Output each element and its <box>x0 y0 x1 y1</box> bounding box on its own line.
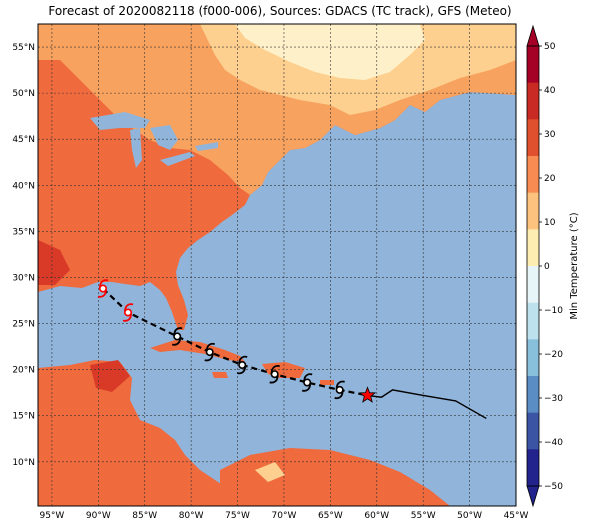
colorbar-segment <box>527 449 539 487</box>
colorbar-top-arrow <box>526 24 540 47</box>
current-position-star-icon <box>358 386 377 403</box>
lon-tick-label: 45°W <box>504 511 529 521</box>
colorbar-tick-label: −50 <box>544 482 563 492</box>
storm-forecast-icon <box>334 380 345 400</box>
south-america-mild <box>255 462 285 482</box>
colorbar-tick-label: 40 <box>544 86 556 96</box>
colorbar-segment <box>527 266 539 304</box>
colorbar-tick-label: 0 <box>544 262 550 272</box>
storm-forecast-icon <box>171 327 183 346</box>
lon-tick-label: 55°W <box>411 511 436 521</box>
lon-tick-label: 85°W <box>132 511 157 521</box>
colorbar-segment <box>527 302 539 340</box>
colorbar-segment <box>527 339 539 377</box>
storm-forecast-icon <box>204 342 215 362</box>
colorbar-tick-label: 10 <box>544 218 556 228</box>
lon-tick-label: 80°W <box>179 511 204 521</box>
storm-past-icon <box>122 303 134 322</box>
lat-tick-label: 10°N <box>12 458 35 468</box>
storm-track <box>97 279 487 420</box>
lon-tick-label: 75°W <box>225 511 250 521</box>
lat-tick-label: 25°N <box>12 320 35 330</box>
colorbar-tick-label: −20 <box>544 350 563 360</box>
gulf-coast-hot <box>38 240 70 285</box>
storm-past-icon <box>97 279 109 298</box>
lon-tick-label: 65°W <box>318 511 343 521</box>
lon-tick-label: 90°W <box>86 511 111 521</box>
map-area <box>38 24 516 506</box>
storm-forecast-icon <box>269 364 280 384</box>
colorbar-segment <box>527 229 539 267</box>
lat-tick-label: 15°N <box>12 412 35 422</box>
colorbar-tick-label: −10 <box>544 306 563 316</box>
latitude-tick-labels: 10°N 15°N 20°N 25°N 30°N 35°N 40°N 45°N 50°N 55°N <box>12 43 35 468</box>
forecast-track-line <box>367 389 487 420</box>
colorbar: 50 40 30 20 10 0 −10 −20 −30 −40 −50 Min Temperatur… <box>526 24 580 508</box>
lat-tick-label: 30°N <box>12 273 35 283</box>
lat-tick-label: 55°N <box>12 43 35 53</box>
colorbar-tick-label: 30 <box>544 130 556 140</box>
lon-tick-label: 70°W <box>272 511 297 521</box>
colorbar-tick-label: 50 <box>544 42 556 52</box>
colorbar-segment <box>527 46 539 84</box>
jamaica-land <box>212 372 228 378</box>
colorbar-segment <box>527 82 539 120</box>
colorbar-bottom-arrow <box>526 485 540 508</box>
colorbar-segment <box>527 119 539 157</box>
lake-erie <box>160 152 195 166</box>
colorbar-segment <box>527 192 539 230</box>
lat-tick-label: 45°N <box>12 135 35 145</box>
puerto-rico-land <box>320 380 334 385</box>
colorbar-segment <box>527 376 539 414</box>
storm-forecast-icon <box>301 373 313 392</box>
lat-tick-label: 40°N <box>12 181 35 191</box>
colorbar-segment <box>527 156 539 194</box>
colorbar-tick-label: −40 <box>544 438 563 448</box>
map-frame <box>37 23 517 507</box>
lake-michigan <box>130 128 142 168</box>
longitude-tick-labels: 95°W 90°W 85°W 80°W 75°W 70°W 65°W 60°W 55°W 50°W… <box>39 511 528 521</box>
storm-forecast-icon <box>236 355 248 375</box>
land-cool-band <box>235 24 425 80</box>
yucatan-hot <box>90 360 130 392</box>
central-america-land <box>38 360 240 506</box>
colorbar-label: Min Temperature (°C) <box>569 212 580 319</box>
lat-tick-label: 20°N <box>12 366 35 376</box>
colorbar-tick-label: 20 <box>544 174 556 184</box>
map-title: Forecast of 2020082118 (f000-006), Sourc… <box>48 4 512 18</box>
lon-tick-label: 95°W <box>39 511 64 521</box>
south-america-land <box>220 448 450 506</box>
colorbar-tick-label: −30 <box>544 394 563 404</box>
lon-tick-label: 50°W <box>457 511 482 521</box>
lon-tick-label: 60°W <box>364 511 389 521</box>
lake-huron <box>150 125 178 150</box>
great-lakes <box>90 112 150 130</box>
lat-tick-label: 35°N <box>12 227 35 237</box>
lake-ontario <box>195 142 218 151</box>
lat-tick-label: 50°N <box>12 89 35 99</box>
colorbar-segment <box>527 412 539 450</box>
